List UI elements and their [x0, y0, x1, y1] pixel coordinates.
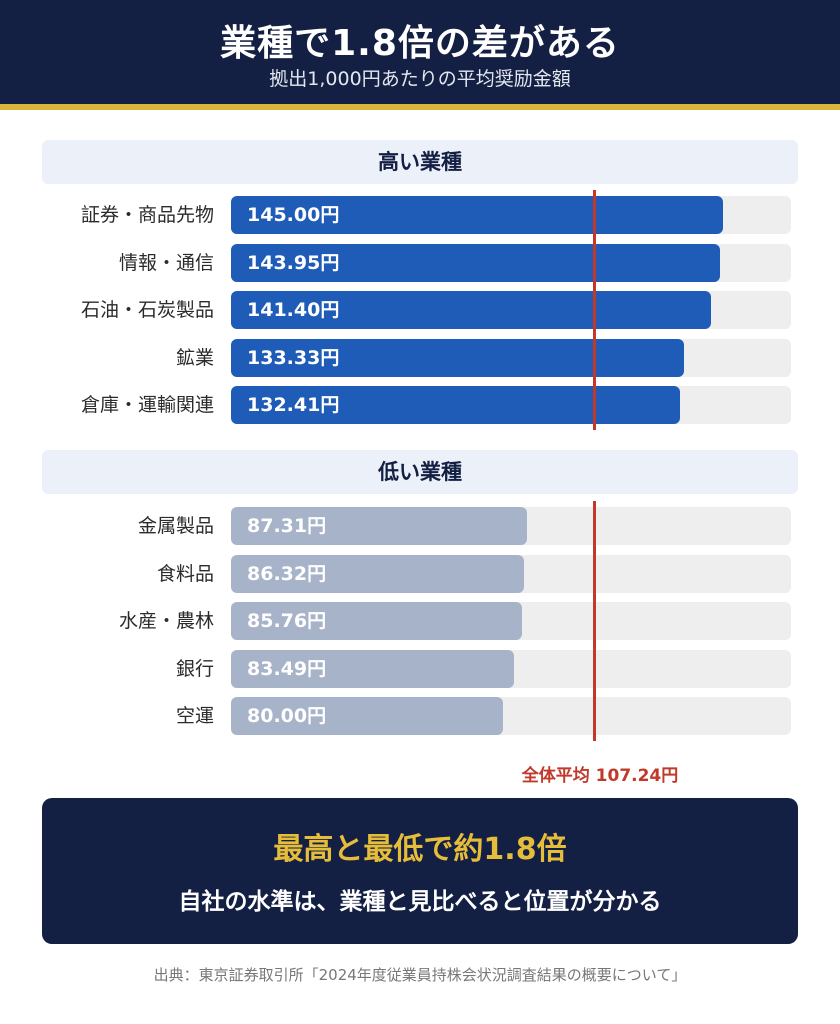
- category-label: 石油・石炭製品: [80, 299, 214, 321]
- category-label: 空運: [175, 705, 214, 727]
- bar: [231, 386, 681, 424]
- bar-value-label: 132.41円: [247, 394, 340, 416]
- bar: [231, 243, 720, 282]
- bar-value-label: 86.32円: [247, 562, 327, 585]
- header-accent-line: [0, 104, 840, 110]
- bar-value-label: 85.76円: [247, 610, 327, 632]
- bar-value-label: 80.00円: [247, 705, 327, 727]
- bar-value-label: 83.49円: [247, 657, 327, 680]
- category-label: 鉱業: [175, 346, 214, 369]
- page-subtitle: 拠出1,000円あたりの平均奨励金額: [269, 68, 571, 90]
- page-title: 業種で1.8倍の差がある: [220, 23, 620, 64]
- category-label: 金属製品: [137, 515, 214, 537]
- bar: [231, 291, 711, 329]
- source-note: 出典：東京証券取引所「2024年度従業員持株会状況調査結果の概要について」: [153, 966, 687, 984]
- average-label-name: 全体平均: [521, 766, 590, 786]
- category-label: 倉庫・運輸関連: [80, 394, 214, 416]
- section-heading-high: 高い業種: [42, 140, 798, 184]
- bar: [231, 196, 724, 234]
- average-line: [593, 501, 597, 741]
- header-banner: 業種で1.8倍の差がある 拠出1,000円あたりの平均奨励金額: [0, 0, 840, 104]
- category-label: 食料品: [156, 562, 214, 585]
- callout-title: 最高と最低で約1.8倍: [273, 832, 567, 867]
- bar: [231, 697, 503, 735]
- bar-value-label: 87.31円: [247, 515, 327, 537]
- bar: [231, 338, 684, 377]
- category-label: 情報・通信: [118, 251, 214, 274]
- bar: [231, 554, 524, 593]
- category-label: 水産・農林: [118, 610, 214, 632]
- bar: [231, 649, 515, 688]
- average-line: [593, 190, 597, 430]
- average-label-value: 107.24円: [595, 766, 679, 786]
- bar-value-label: 141.40円: [247, 299, 340, 321]
- bar-value-label: 133.33円: [247, 346, 340, 369]
- callout-text: 自社の水準は、業種と見比べると位置が分かる: [178, 889, 662, 915]
- section-heading-low: 低い業種: [42, 450, 798, 494]
- bar: [231, 507, 528, 545]
- bar: [231, 602, 523, 640]
- summary-callout: 最高と最低で約1.8倍 自社の水準は、業種と見比べると位置が分かる: [42, 798, 798, 944]
- bar-value-label: 145.00円: [247, 204, 340, 226]
- category-label: 証券・商品先物: [80, 204, 214, 226]
- average-label: 全体平均 107.24円: [500, 761, 700, 786]
- bar-value-label: 143.95円: [247, 251, 340, 274]
- category-label: 銀行: [175, 657, 214, 680]
